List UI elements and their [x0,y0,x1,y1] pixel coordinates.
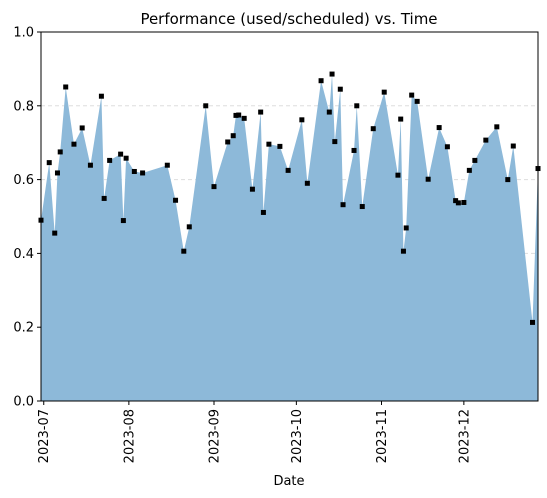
data-point [118,151,124,157]
x-tick-label: 2023-12 [457,409,472,463]
x-tick-label: 2023-09 [207,409,222,463]
data-point [403,225,409,231]
data-point [164,162,170,168]
data-point [494,124,500,130]
data-point [230,133,236,139]
data-point [98,93,104,99]
chart-title: Performance (used/scheduled) vs. Time [140,10,437,28]
x-axis: 2023-07 2023-08 2023-09 2023-10 2023-11 2023-… [37,401,472,463]
y-tick-label: 1.0 [13,26,34,41]
data-point [54,170,60,176]
data-point [318,78,324,84]
data-point [414,98,420,104]
data-point [304,180,310,186]
data-point [326,109,332,115]
data-point [466,167,472,173]
data-point [461,199,467,205]
data-point [354,103,360,109]
data-markers [38,71,541,325]
data-point [400,248,406,254]
data-point [332,139,338,145]
data-point [266,141,272,147]
x-tick-label: 2023-11 [375,409,390,463]
data-point [444,144,450,150]
data-point [359,204,365,210]
x-tick-label: 2023-10 [290,409,305,463]
data-point [299,117,305,123]
data-point [249,186,255,192]
data-point [381,89,387,95]
data-point [79,125,85,131]
data-point [46,160,52,166]
data-point [225,139,231,145]
x-tick-label: 2023-08 [122,409,137,463]
data-point [241,115,247,121]
data-point [398,116,404,122]
data-point [472,157,478,163]
data-point [337,86,343,92]
data-point [233,112,239,118]
data-point [52,230,58,236]
y-tick-label: 0.6 [13,173,34,188]
data-point [107,157,113,163]
data-point [186,224,192,230]
y-tick-label: 0.4 [13,247,34,262]
data-point [409,92,415,98]
data-point [211,184,217,190]
data-point [530,319,536,325]
data-point [277,143,283,149]
data-point [63,84,69,90]
y-tick-label: 0.0 [13,395,34,410]
data-point [181,248,187,254]
data-point [101,195,107,201]
data-point [260,209,266,215]
data-point [173,197,179,203]
data-point [57,149,63,155]
data-point [395,172,401,178]
data-point [258,109,264,115]
data-point [370,126,376,132]
data-point [123,155,129,161]
data-point [87,162,93,168]
data-point [351,147,357,153]
data-point [71,141,77,147]
data-point [285,167,291,173]
series-area [41,74,538,401]
y-tick-label: 0.2 [13,321,34,336]
data-point [120,218,126,224]
data-point [453,198,459,204]
plot-frame [40,31,539,402]
data-point [455,200,461,206]
data-point [510,143,516,149]
data-point [425,176,431,182]
x-axis-label: Date [273,474,304,489]
data-point [483,137,489,143]
data-point [329,71,335,77]
data-point [436,125,442,131]
data-point [140,170,146,176]
data-point [203,103,209,109]
x-tick-label: 2023-07 [37,409,52,463]
data-point [131,168,137,174]
data-point [505,177,511,183]
data-point [340,202,346,208]
data-point [236,112,242,118]
y-tick-label: 0.8 [13,99,34,114]
y-axis: 0.0 0.2 0.4 0.6 0.8 1.0 [13,26,41,410]
